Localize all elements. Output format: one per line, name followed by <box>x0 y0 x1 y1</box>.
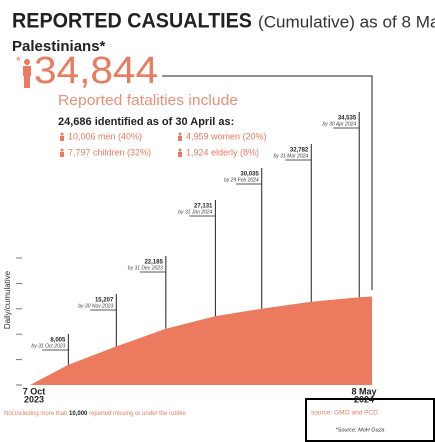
breakdown-item: 4,959 women (20%) <box>186 131 267 141</box>
breakdown-item: 10,006 men (40%) <box>68 131 142 141</box>
x-tick-label: 2024 <box>354 394 374 404</box>
identified: 24,686 identified as of 30 April as: <box>58 116 234 128</box>
source-box <box>305 398 435 442</box>
x-tick-label: 8 May <box>351 386 376 396</box>
person-icon <box>60 152 64 157</box>
annotation-value: 22,185 <box>144 260 163 266</box>
annotation-date: by 30 Nov 2023 <box>78 303 113 309</box>
person-icon <box>60 148 64 152</box>
annotation-date: by 31 Jan 2024 <box>178 209 212 215</box>
intro: Reported fatalities include <box>58 92 238 109</box>
annotation-date: by 31 Dec 2023 <box>128 265 163 271</box>
person-icon <box>178 132 182 136</box>
person-icon <box>178 152 182 157</box>
total-bracket <box>162 75 373 290</box>
annotation-value: 8,005 <box>50 338 66 344</box>
area <box>30 296 372 385</box>
breakdown-item: 1,924 elderly (8%) <box>186 147 259 157</box>
person-icon <box>178 148 182 152</box>
annotation-date: by 29 Feb 2024 <box>224 177 259 183</box>
x-tick-label: 7 Oct <box>23 386 46 396</box>
footnote-part: reported missing or under the rubble <box>87 411 186 417</box>
footnote-part: Not including more than <box>4 411 69 417</box>
annotation-value: 30,035 <box>240 172 259 178</box>
person-icon <box>23 59 31 88</box>
subtitle: Palestinians* <box>12 38 106 55</box>
breakdown-item: 7,797 children (32%) <box>68 147 151 157</box>
annotation-value: 27,131 <box>194 204 213 210</box>
y-axis-label: Daily/cumulative <box>3 270 12 329</box>
annotation-value: 32,782 <box>290 148 309 154</box>
x-tick-label: 2023 <box>24 394 44 404</box>
title: REPORTED CASUALTIES <box>12 10 252 33</box>
annotation-value: 15,207 <box>95 298 114 304</box>
footnote: Not including more than 10,000 reported … <box>4 411 186 417</box>
total: 34,844 <box>34 50 158 92</box>
asterisk: * <box>16 54 21 68</box>
source: *Source: MoH Gaza <box>336 427 385 433</box>
person-icon <box>178 136 182 141</box>
footnote-part: 10,000 <box>69 411 88 417</box>
person-icon <box>60 136 64 141</box>
annotation-value: 34,535 <box>338 116 357 122</box>
source: source: GMO and PCD <box>311 410 378 417</box>
annotation-date: by 31 Mar 2024 <box>274 153 309 159</box>
annotation-date: by 31 Oct 2023 <box>31 343 65 349</box>
person-icon <box>60 132 64 136</box>
annotation-date: by 30 Apr 2024 <box>322 121 356 127</box>
title-note: (Cumulative) as of 8 May <box>258 12 435 31</box>
